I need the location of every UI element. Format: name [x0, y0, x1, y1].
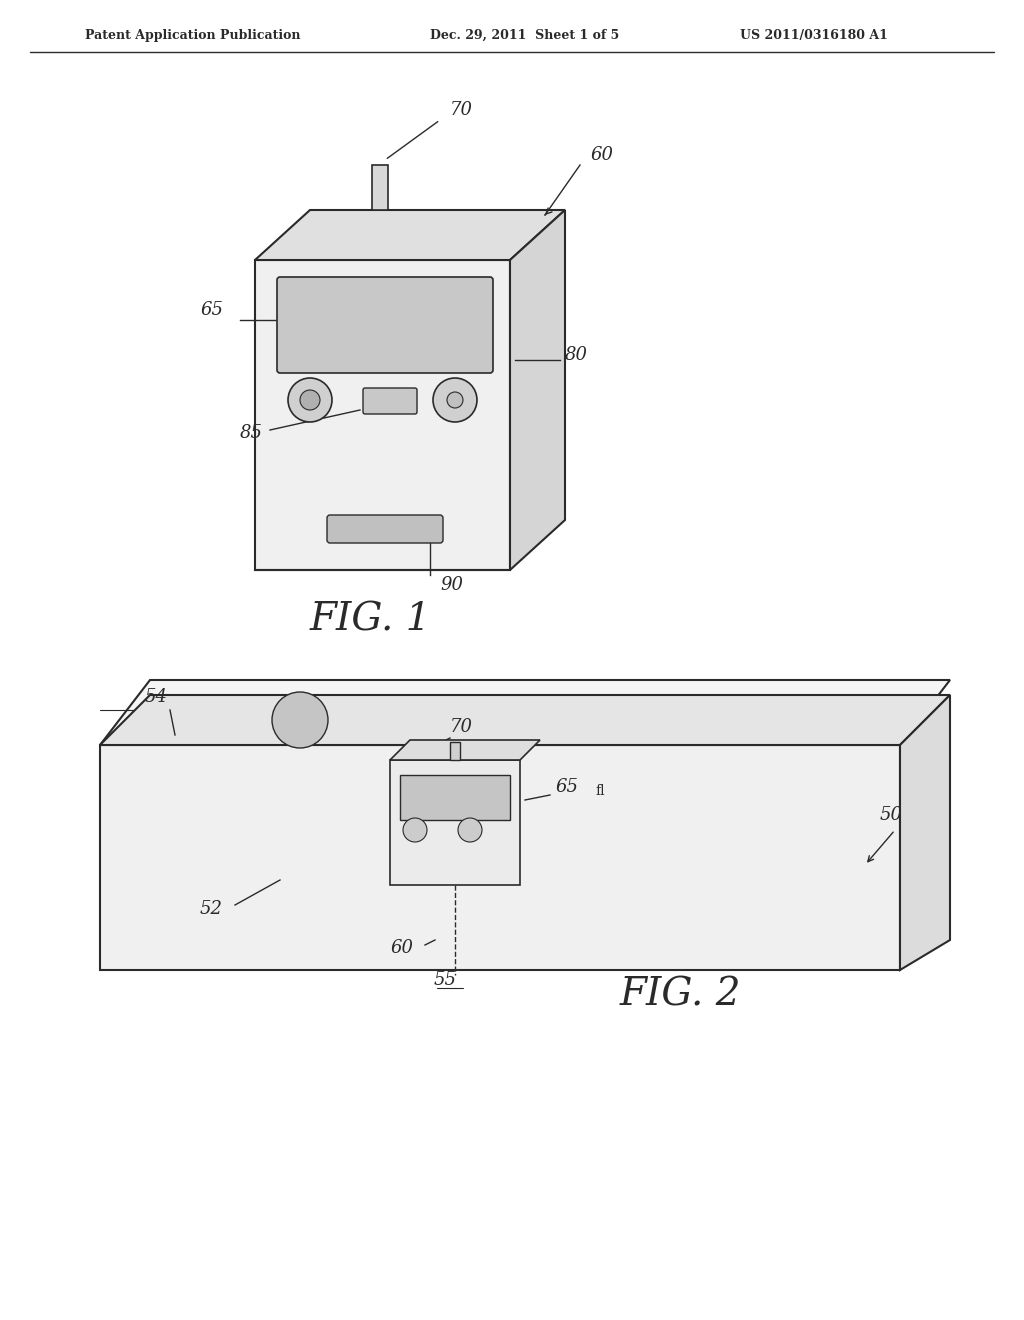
Bar	[400, 775, 510, 820]
Text: 50: 50	[880, 807, 903, 824]
Text: 70: 70	[450, 718, 473, 737]
Polygon shape	[100, 744, 900, 970]
Polygon shape	[255, 260, 510, 570]
Text: 80: 80	[565, 346, 588, 364]
Text: fl: fl	[595, 784, 604, 799]
Circle shape	[447, 392, 463, 408]
Polygon shape	[100, 696, 950, 744]
Circle shape	[288, 378, 332, 422]
Text: Dec. 29, 2011  Sheet 1 of 5: Dec. 29, 2011 Sheet 1 of 5	[430, 29, 620, 41]
Circle shape	[458, 818, 482, 842]
Circle shape	[272, 692, 328, 748]
Text: 85: 85	[240, 424, 263, 442]
Text: 60: 60	[390, 939, 413, 957]
FancyBboxPatch shape	[362, 388, 417, 414]
Text: 65: 65	[555, 777, 578, 796]
Polygon shape	[900, 696, 950, 970]
Text: FIG. 1: FIG. 1	[309, 602, 431, 639]
Text: 52: 52	[200, 900, 223, 917]
Text: Patent Application Publication: Patent Application Publication	[85, 29, 300, 41]
Text: 54: 54	[145, 688, 168, 706]
Text: 55: 55	[433, 972, 457, 989]
FancyBboxPatch shape	[327, 515, 443, 543]
Text: 60: 60	[590, 147, 613, 164]
Text: 70: 70	[450, 102, 473, 119]
Circle shape	[300, 389, 319, 411]
FancyBboxPatch shape	[278, 277, 493, 374]
Bar	[450, 742, 460, 760]
Text: 90: 90	[440, 576, 463, 594]
Circle shape	[433, 378, 477, 422]
Bar	[372, 165, 388, 210]
Polygon shape	[255, 210, 565, 260]
Polygon shape	[100, 680, 950, 744]
Polygon shape	[510, 210, 565, 570]
Text: US 2011/0316180 A1: US 2011/0316180 A1	[740, 29, 888, 41]
Text: 65: 65	[200, 301, 223, 319]
Polygon shape	[390, 741, 540, 760]
Text: FIG. 2: FIG. 2	[620, 977, 740, 1014]
Polygon shape	[390, 760, 520, 884]
Circle shape	[403, 818, 427, 842]
